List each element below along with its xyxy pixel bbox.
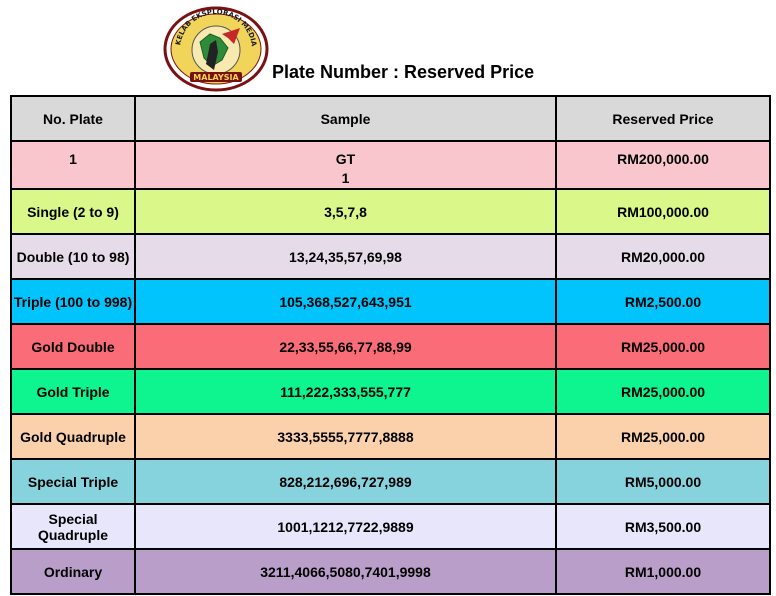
sample-cell: 111,222,333,555,777 bbox=[134, 368, 557, 415]
table-row: Gold Triple 111,222,333,555,777 RM25,000… bbox=[10, 368, 771, 415]
price-cell: RM25,000.00 bbox=[555, 413, 771, 460]
plate-cell: Special Quadruple bbox=[10, 503, 136, 550]
sample-cell: 828,212,696,727,989 bbox=[134, 458, 557, 505]
column-header-no-plate: No. Plate bbox=[10, 95, 136, 142]
table-row: Double (10 to 98) 13,24,35,57,69,98 RM20… bbox=[10, 233, 771, 280]
sample-line: GT bbox=[335, 151, 356, 167]
club-logo: KELAB EKSPLORASI MEDIA MALAYSIA bbox=[163, 6, 269, 92]
plate-price-table: No. Plate Sample Reserved Price 1 GT 1 R… bbox=[10, 95, 771, 595]
plate-cell: 1 bbox=[10, 140, 136, 190]
table-row: Special Triple 828,212,696,727,989 RM5,0… bbox=[10, 458, 771, 505]
logo-text-bottom: MALAYSIA bbox=[193, 73, 239, 82]
price-cell: RM3,500.00 bbox=[555, 503, 771, 550]
price-cell: RM100,000.00 bbox=[555, 188, 771, 235]
table-row: Special Quadruple 1001,1212,7722,9889 RM… bbox=[10, 503, 771, 550]
price-cell: RM25,000.00 bbox=[555, 368, 771, 415]
sample-cell: 22,33,55,66,77,88,99 bbox=[134, 323, 557, 370]
plate-cell: Gold Double bbox=[10, 323, 136, 370]
price-cell: RM2,500.00 bbox=[555, 278, 771, 325]
column-header-sample: Sample bbox=[134, 95, 557, 142]
table-row: 1 GT 1 RM200,000.00 bbox=[10, 140, 771, 190]
plate-cell: Triple (100 to 998) bbox=[10, 278, 136, 325]
plate-cell: Ordinary bbox=[10, 548, 136, 595]
price-cell: RM25,000.00 bbox=[555, 323, 771, 370]
plate-cell: Special Triple bbox=[10, 458, 136, 505]
page-title: Plate Number : Reserved Price bbox=[272, 62, 535, 82]
plate-cell: Gold Triple bbox=[10, 368, 136, 415]
sample-cell: 3211,4066,5080,7401,9998 bbox=[134, 548, 557, 595]
table-row: Gold Double 22,33,55,66,77,88,99 RM25,00… bbox=[10, 323, 771, 370]
table-row: Triple (100 to 998) 105,368,527,643,951 … bbox=[10, 278, 771, 325]
column-header-reserved-price: Reserved Price bbox=[555, 95, 771, 142]
sample-cell: 105,368,527,643,951 bbox=[134, 278, 557, 325]
table-header-row: No. Plate Sample Reserved Price bbox=[10, 95, 771, 142]
plate-cell: Double (10 to 98) bbox=[10, 233, 136, 280]
table-row: Ordinary 3211,4066,5080,7401,9998 RM1,00… bbox=[10, 548, 771, 595]
sample-cell: 3333,5555,7777,8888 bbox=[134, 413, 557, 460]
plate-cell: Single (2 to 9) bbox=[10, 188, 136, 235]
sample-cell: 1001,1212,7722,9889 bbox=[134, 503, 557, 550]
price-cell: RM20,000.00 bbox=[555, 233, 771, 280]
sample-cell: 3,5,7,8 bbox=[134, 188, 557, 235]
plate-cell: Gold Quadruple bbox=[10, 413, 136, 460]
price-cell: RM1,000.00 bbox=[555, 548, 771, 595]
table-row: Single (2 to 9) 3,5,7,8 RM100,000.00 bbox=[10, 188, 771, 235]
price-cell: RM200,000.00 bbox=[555, 140, 771, 190]
table-row: Gold Quadruple 3333,5555,7777,8888 RM25,… bbox=[10, 413, 771, 460]
price-cell: RM5,000.00 bbox=[555, 458, 771, 505]
sample-line: 1 bbox=[341, 170, 350, 186]
sample-cell: GT 1 bbox=[134, 140, 557, 190]
sample-cell: 13,24,35,57,69,98 bbox=[134, 233, 557, 280]
